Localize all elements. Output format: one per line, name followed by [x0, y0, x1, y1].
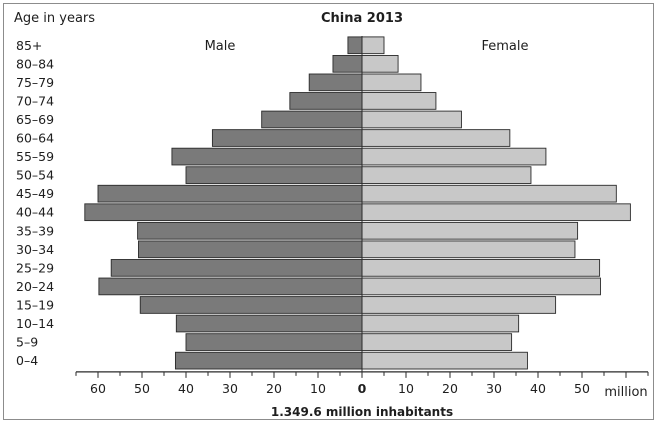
- bar-female-0: [361, 36, 385, 55]
- bar-male-11: [138, 240, 363, 259]
- age-label-3: 70–74: [16, 93, 54, 108]
- bar-female-2: [361, 73, 422, 92]
- age-group-labels: 85+ 80–84 75–79 70–74 65–69 60–64 55–59 50–54 45…: [16, 38, 54, 368]
- age-label-11: 30–34: [16, 242, 54, 257]
- x-tick-label: 50: [574, 381, 590, 396]
- x-tick-label: 0: [358, 381, 367, 396]
- age-label-12: 25–29: [16, 260, 54, 275]
- bar-female-12: [361, 259, 601, 277]
- bar-female-14: [361, 296, 557, 314]
- x-tick-label: 20: [442, 381, 458, 396]
- x-tick-label: 30: [486, 381, 502, 396]
- bar-female-6: [361, 147, 547, 166]
- bar-male-8: [97, 184, 363, 203]
- bar-male-12: [110, 259, 363, 277]
- x-tick-label: 40: [178, 381, 194, 396]
- bar-male-2: [308, 73, 363, 92]
- bar-male-5: [211, 129, 363, 147]
- bar-male-9: [84, 203, 363, 222]
- age-label-14: 15–19: [16, 297, 54, 312]
- age-label-6: 55–59: [16, 149, 54, 164]
- y-axis-title: Age in years: [14, 11, 95, 26]
- footer-total: 1.349.6 million inhabitants: [271, 405, 453, 419]
- bar-female-13: [361, 277, 601, 296]
- x-axis: 0 10 10 20 20 30 30 40 40 50 50 60: [75, 36, 649, 396]
- bar-female-8: [361, 184, 617, 203]
- age-label-17: 0–4: [16, 353, 38, 368]
- bar-female-17: [361, 351, 528, 370]
- x-axis-unit: million: [604, 385, 647, 400]
- legend-label-female: Female: [481, 39, 528, 54]
- bar-male-1: [332, 55, 363, 73]
- bar-male-14: [139, 296, 363, 314]
- x-tick-label: 10: [398, 381, 414, 396]
- age-label-10: 35–39: [16, 223, 54, 238]
- bar-female-3: [361, 92, 437, 110]
- age-label-5: 60–64: [16, 131, 54, 146]
- bar-female-16: [361, 333, 513, 351]
- bar-male-13: [98, 277, 363, 296]
- age-label-2: 75–79: [16, 75, 54, 90]
- bar-male-17: [174, 351, 363, 370]
- age-label-4: 65–69: [16, 112, 54, 127]
- bar-male-16: [185, 333, 363, 351]
- age-label-16: 5–9: [16, 335, 38, 350]
- bar-female-9: [361, 203, 631, 222]
- x-tick-label: 40: [530, 381, 546, 396]
- bar-female-5: [361, 129, 511, 147]
- bar-female-1: [361, 55, 399, 73]
- age-label-1: 80–84: [16, 56, 54, 71]
- bar-female-4: [361, 110, 462, 129]
- x-tick-label: 50: [134, 381, 150, 396]
- bar-male-10: [137, 221, 363, 240]
- x-tick-label: 20: [266, 381, 282, 396]
- bar-male-3: [289, 92, 363, 110]
- x-tick-label: 30: [222, 381, 238, 396]
- bar-female-10: [361, 221, 579, 240]
- female-bars: [361, 36, 631, 370]
- bar-female-11: [361, 240, 576, 259]
- age-label-13: 20–24: [16, 279, 54, 294]
- bar-male-6: [171, 147, 363, 166]
- bar-female-7: [361, 166, 532, 184]
- bar-female-15: [361, 314, 520, 333]
- bar-male-15: [175, 314, 363, 333]
- age-label-9: 40–44: [16, 205, 54, 220]
- age-label-0: 85+: [16, 38, 42, 53]
- age-label-7: 50–54: [16, 168, 54, 183]
- legend-label-male: Male: [205, 39, 236, 54]
- bar-male-7: [185, 166, 363, 184]
- x-tick-label: 60: [90, 381, 106, 396]
- bar-male-0: [347, 36, 363, 55]
- chart-title: China 2013: [321, 11, 403, 26]
- bar-male-4: [261, 110, 363, 129]
- age-label-8: 45–49: [16, 186, 54, 201]
- age-label-15: 10–14: [16, 316, 54, 331]
- x-tick-label: 10: [310, 381, 326, 396]
- male-bars: [84, 36, 363, 370]
